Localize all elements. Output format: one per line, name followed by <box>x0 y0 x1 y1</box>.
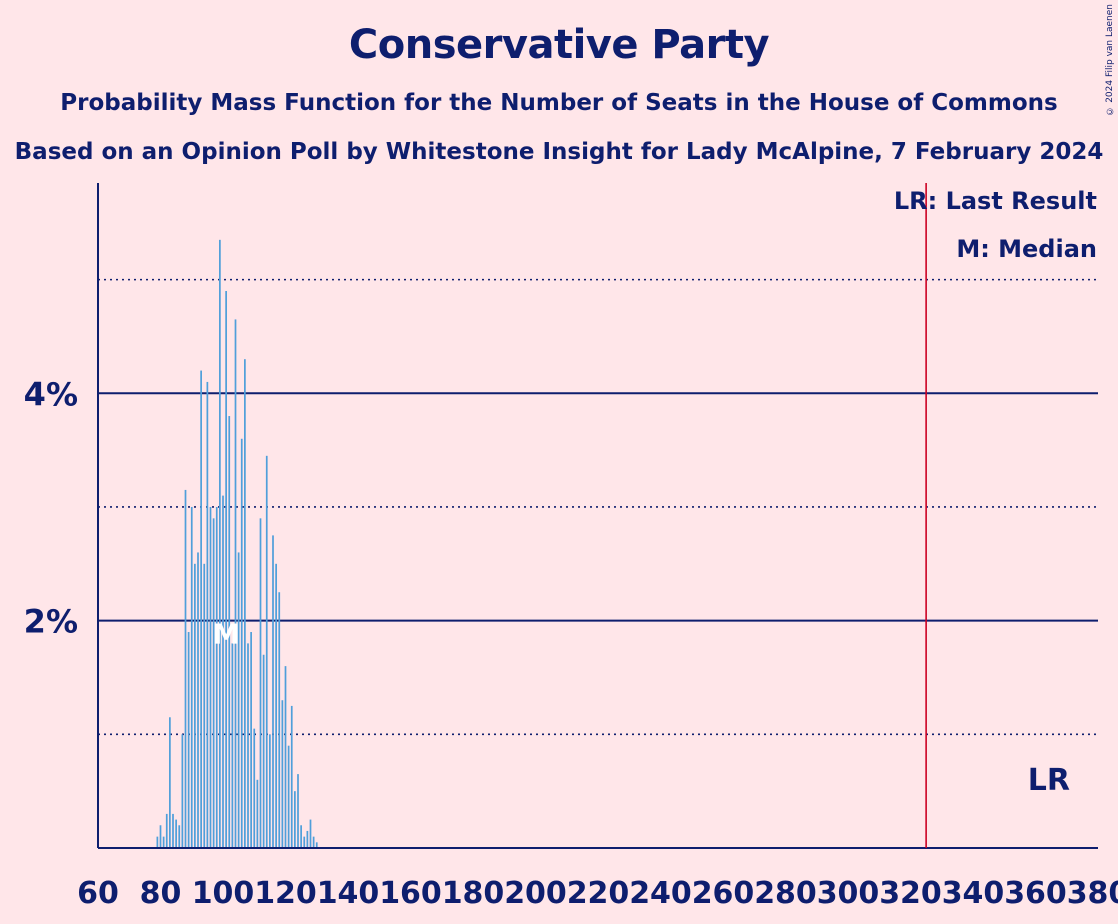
chart-title: Conservative Party <box>348 22 770 68</box>
bar <box>172 813 174 848</box>
median-marker: M <box>212 617 240 650</box>
bar <box>300 825 302 848</box>
bar <box>284 666 287 848</box>
x-tick-label: 180 <box>442 876 505 911</box>
bar <box>306 830 309 848</box>
bar <box>225 290 227 848</box>
bar <box>203 563 206 848</box>
bar <box>159 825 162 848</box>
bar <box>215 506 218 848</box>
bar <box>312 836 315 848</box>
bar <box>181 734 184 848</box>
x-tick-label: 320 <box>879 876 942 911</box>
bar <box>178 825 181 848</box>
bar <box>209 506 212 848</box>
markers-group: M LR LR: Last Result M: Median <box>212 183 1097 848</box>
bar <box>259 518 262 848</box>
bar <box>206 381 209 848</box>
bar <box>228 416 231 848</box>
bar <box>234 319 237 848</box>
tick-labels: 60 80 100 120 140 160 180 200 220 240 260 280 300 320… <box>24 375 1118 911</box>
bar <box>165 813 168 848</box>
bar <box>294 791 296 848</box>
bar <box>212 518 215 848</box>
bar <box>197 552 199 848</box>
bar <box>290 705 293 848</box>
y-tick-label: 4% <box>24 375 78 413</box>
bar <box>247 643 249 848</box>
bar <box>275 563 277 848</box>
bar <box>278 592 281 848</box>
bar <box>309 819 312 848</box>
x-tick-label: 100 <box>192 876 255 911</box>
x-tick-label: 240 <box>629 876 692 911</box>
x-tick-label: 120 <box>254 876 317 911</box>
axes-group <box>97 183 1098 849</box>
legend-last-result: LR: Last Result <box>894 187 1097 215</box>
bar <box>281 700 284 848</box>
bar <box>256 779 259 848</box>
bar <box>194 563 196 848</box>
bar <box>297 774 299 848</box>
bar <box>250 632 252 848</box>
bar <box>231 643 234 848</box>
bar <box>162 836 165 848</box>
x-tick-label: 360 <box>1004 876 1067 911</box>
bar <box>315 842 318 848</box>
bar <box>219 239 221 849</box>
x-tick-label: 160 <box>379 876 442 911</box>
bar <box>253 728 256 848</box>
bar <box>287 745 290 848</box>
chart-subtitle-poll: Based on an Opinion Poll by Whitestone I… <box>14 139 1104 165</box>
bar <box>265 455 268 848</box>
bar <box>184 489 187 848</box>
bar <box>262 654 265 848</box>
bar <box>303 836 306 848</box>
bar <box>222 495 224 848</box>
bar <box>237 552 240 848</box>
bar <box>190 506 193 848</box>
x-tick-label: 140 <box>317 876 380 911</box>
x-tick-label: 220 <box>567 876 630 911</box>
x-tick-label: 200 <box>504 876 567 911</box>
x-tick-label: 280 <box>754 876 817 911</box>
x-tick-label: 60 <box>77 876 119 911</box>
bar <box>272 535 274 848</box>
x-tick-label: 300 <box>817 876 880 911</box>
bar <box>244 359 246 848</box>
bar <box>200 370 202 848</box>
x-tick-label: 380 <box>1067 876 1118 911</box>
chart-subtitle: Probability Mass Function for the Number… <box>60 90 1058 116</box>
bar <box>169 717 171 848</box>
y-tick-label: 2% <box>24 603 78 641</box>
bar <box>175 819 177 848</box>
grid-lines <box>98 278 1098 736</box>
x-tick-label: 260 <box>692 876 755 911</box>
x-tick-label: 80 <box>140 876 182 911</box>
bar <box>156 836 159 848</box>
bar <box>269 734 271 848</box>
bars-group <box>156 239 318 849</box>
bar <box>187 632 190 848</box>
last-result-marker: LR <box>1028 763 1070 798</box>
bar <box>240 438 243 848</box>
legend-median: M: Median <box>956 235 1097 263</box>
x-tick-label: 340 <box>942 876 1005 911</box>
